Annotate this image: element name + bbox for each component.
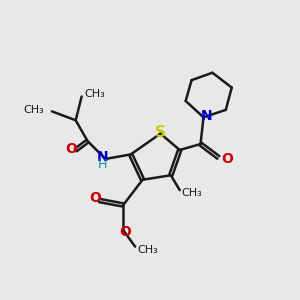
Text: N: N: [97, 150, 108, 164]
Text: H: H: [98, 158, 107, 171]
Text: CH₃: CH₃: [137, 244, 158, 255]
Text: N: N: [201, 109, 212, 123]
Text: CH₃: CH₃: [24, 105, 44, 115]
Text: O: O: [221, 152, 233, 166]
Text: CH₃: CH₃: [181, 188, 202, 198]
Text: O: O: [65, 142, 77, 155]
Text: CH₃: CH₃: [85, 88, 105, 98]
Text: S: S: [155, 125, 166, 140]
Text: O: O: [119, 225, 131, 239]
Text: O: O: [89, 190, 101, 205]
